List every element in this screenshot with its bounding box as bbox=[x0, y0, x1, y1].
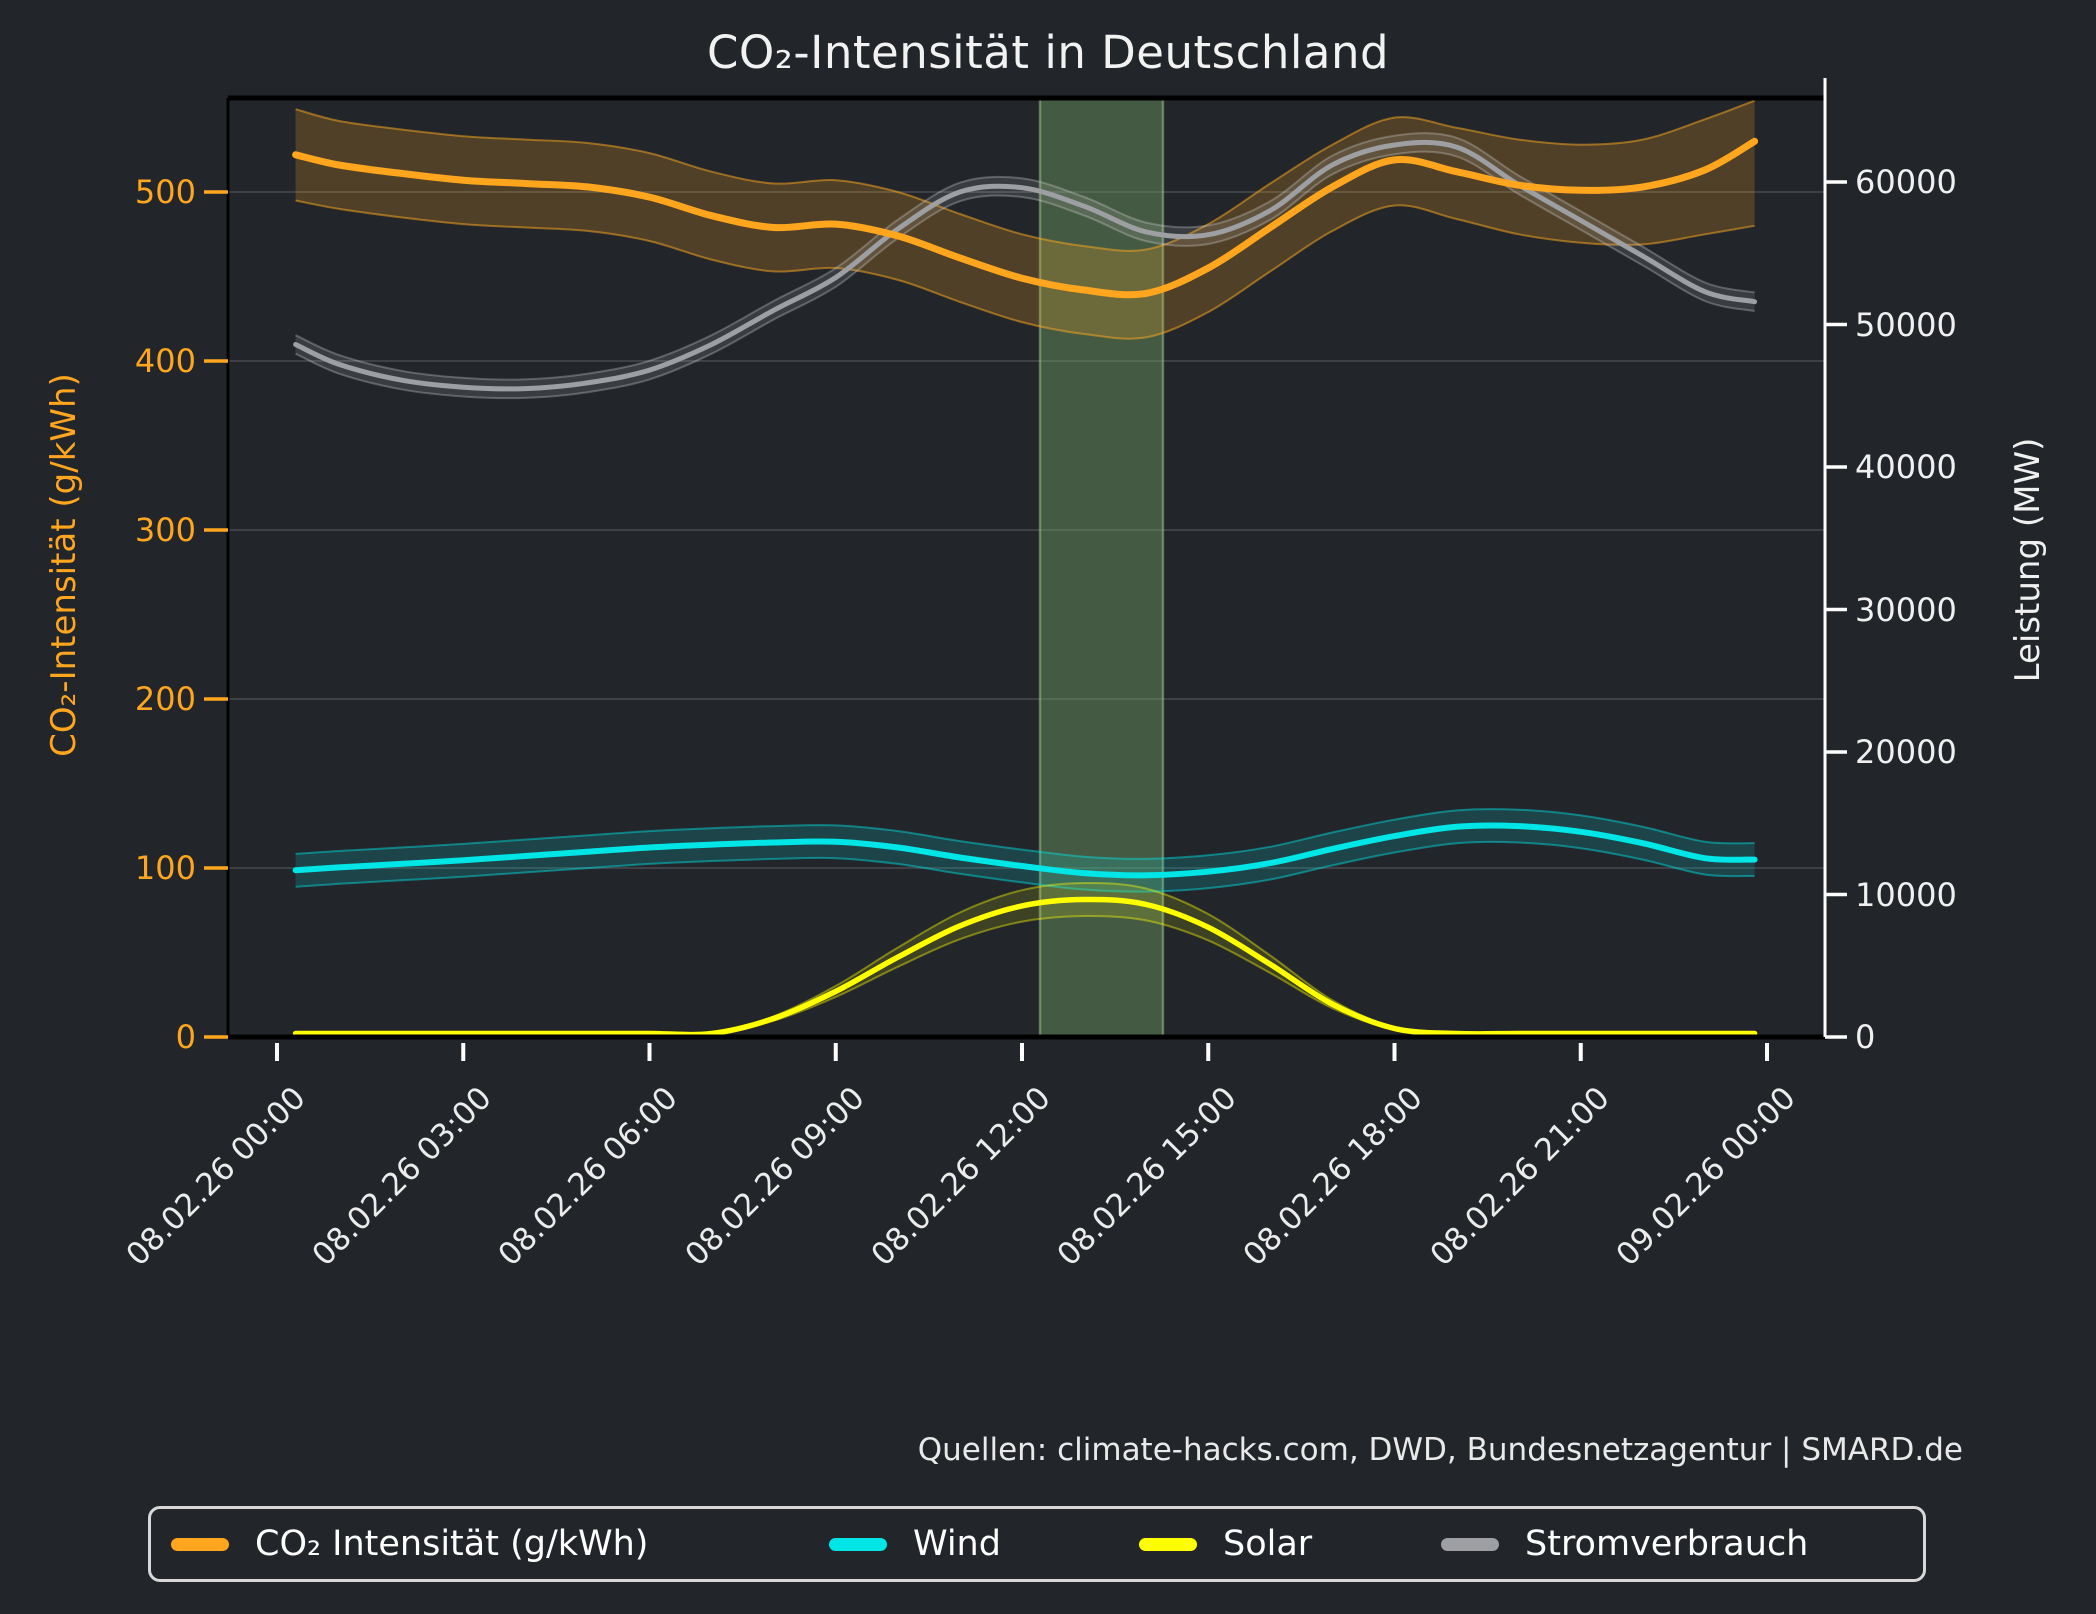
wind-line bbox=[292, 822, 1758, 879]
right-axis-tick-label: 40000 bbox=[1855, 448, 1957, 486]
left-axis-tick-label: 0 bbox=[175, 1018, 196, 1056]
legend-label: Wind bbox=[913, 1524, 1001, 1564]
band-edge bbox=[295, 99, 1755, 252]
legend-item-co2: CO₂ Intensität (g/kWh) bbox=[171, 1524, 648, 1564]
legend-swatch bbox=[1441, 1537, 1499, 1551]
legend-swatch bbox=[829, 1537, 887, 1551]
source-attribution: Quellen: climate-hacks.com, DWD, Bundesn… bbox=[917, 1432, 1963, 1468]
band-edge bbox=[295, 808, 1755, 860]
highlight-window bbox=[1040, 98, 1163, 1037]
band-edge bbox=[295, 914, 1755, 1036]
left-axis-tick-label: 100 bbox=[134, 849, 196, 887]
right-axis-tick-label: 50000 bbox=[1855, 305, 1957, 344]
left-axis-tick-label: 300 bbox=[134, 511, 196, 549]
band-edge bbox=[295, 132, 1755, 381]
left-axis-tick-label: 400 bbox=[134, 342, 196, 380]
solar-band bbox=[295, 882, 1755, 1035]
wind-band bbox=[295, 809, 1755, 892]
legend-label: Solar bbox=[1223, 1524, 1313, 1564]
legend: CO₂ Intensität (g/kWh) Wind Solar Stromverb… bbox=[148, 1506, 1926, 1582]
right-axis-tick-label: 20000 bbox=[1855, 733, 1957, 771]
co₂-line bbox=[292, 137, 1759, 299]
legend-swatch bbox=[171, 1537, 229, 1551]
legend-label: CO₂ Intensität (g/kWh) bbox=[255, 1524, 649, 1564]
right-axis-tick-label: 0 bbox=[1855, 1018, 1876, 1056]
right-axis-tick-label: 10000 bbox=[1855, 875, 1957, 914]
legend-swatch bbox=[1139, 1537, 1197, 1551]
band-edge bbox=[295, 199, 1755, 340]
solar-line bbox=[292, 896, 1758, 1038]
co₂-band bbox=[295, 100, 1755, 339]
left-axis-tick-label: 500 bbox=[134, 173, 196, 211]
legend-item-solar: Solar bbox=[1139, 1524, 1312, 1564]
band-edge bbox=[295, 150, 1755, 400]
legend-item-stromverbrauch: Stromverbrauch bbox=[1441, 1524, 1808, 1564]
right-axis-tick-label: 30000 bbox=[1855, 590, 1957, 629]
left-axis-tick-label: 200 bbox=[134, 680, 196, 718]
legend-label: Stromverbrauch bbox=[1525, 1524, 1809, 1564]
legend-item-wind: Wind bbox=[829, 1524, 1001, 1564]
band-edge bbox=[295, 840, 1755, 893]
chart-title: CO₂-Intensität in Deutschland bbox=[706, 26, 1390, 79]
right-axis-tick-label: 60000 bbox=[1855, 163, 1957, 201]
